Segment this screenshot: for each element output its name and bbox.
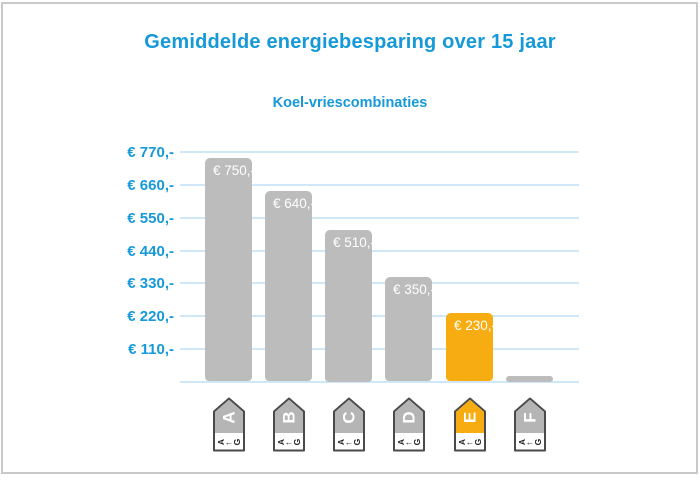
bar-e: € 230,-	[446, 313, 497, 381]
scale-arrow-glyph: ←	[284, 437, 293, 447]
gridline	[180, 282, 579, 284]
energy-class-letter: F	[520, 412, 539, 422]
gridline	[180, 217, 579, 219]
energy-class-letter: B	[279, 411, 298, 423]
scale-letter-glyph: A	[457, 439, 467, 445]
energy-label-icon-e: E A←G	[453, 397, 486, 452]
energy-class-letter: E	[460, 412, 479, 423]
bar-value-label: € 230,-	[454, 318, 497, 333]
y-tick-label: € 440,-	[127, 243, 174, 260]
y-tick-label: € 660,-	[127, 177, 174, 194]
scale-letter-glyph: G	[412, 438, 422, 445]
gridline	[180, 381, 579, 383]
scale-letter-glyph: G	[352, 438, 362, 445]
scale-letter-glyph: A	[216, 439, 226, 445]
bar-b: € 640,-	[265, 191, 316, 381]
energy-class-letter: D	[399, 411, 418, 423]
scale-letter-glyph: G	[533, 438, 543, 445]
energy-label-fill	[334, 399, 363, 433]
scale-letter-glyph: A	[517, 439, 527, 445]
gridline	[180, 250, 579, 252]
scale-arrow-glyph: ←	[344, 437, 353, 447]
bar-c: € 510,-	[325, 230, 376, 382]
energy-label-fill	[214, 399, 243, 433]
bar-value-label: € 510,-	[333, 235, 376, 250]
y-tick-label: € 770,-	[127, 144, 174, 161]
y-tick-label: € 330,-	[127, 275, 174, 292]
gridline	[180, 184, 579, 186]
scale-letter-glyph: A	[276, 439, 286, 445]
bar-d: € 350,-	[385, 277, 436, 381]
page-title: Gemiddelde energiebesparing over 15 jaar	[144, 31, 556, 53]
energy-label-icon-b: B A←G	[272, 397, 305, 452]
energy-class-letter: A	[219, 411, 238, 423]
energy-label-icon-f: F A←G	[513, 397, 546, 452]
energy-label-fill	[455, 399, 484, 433]
energy-class-letter: C	[339, 411, 358, 423]
bar-a: € 750,-	[205, 158, 256, 381]
energy-label-icon-a: AA←G	[212, 397, 245, 452]
bar-f	[506, 376, 553, 382]
energy-label-fill	[515, 399, 544, 433]
scale-letter-glyph: G	[292, 438, 302, 445]
scale-letter-glyph: A	[396, 439, 406, 445]
scale-arrow-glyph: ←	[525, 437, 534, 447]
energy-label-fill	[394, 399, 423, 433]
gridline	[180, 151, 579, 153]
y-tick-label: € 220,-	[127, 308, 174, 325]
scale-arrow-glyph: ←	[224, 437, 233, 447]
gridline	[180, 315, 579, 317]
energy-label-fill	[274, 399, 303, 433]
y-tick-label: € 110,-	[128, 341, 174, 358]
scale-letter-glyph: G	[232, 438, 242, 445]
gridline	[180, 348, 579, 350]
bar-value-label: € 350,-	[393, 282, 436, 297]
chart-subtitle: Koel-vriescombinaties	[272, 95, 428, 111]
scale-letter-glyph: G	[473, 438, 483, 445]
y-tick-label: € 550,-	[127, 210, 174, 227]
energy-label-icon-c: C A←G	[332, 397, 365, 452]
energy-label-icon-d: D A←G	[392, 397, 425, 452]
scale-arrow-glyph: ←	[465, 437, 474, 447]
bar-value-label: € 750,-	[213, 163, 256, 178]
scale-arrow-glyph: ←	[404, 437, 413, 447]
scale-letter-glyph: A	[336, 439, 346, 445]
bar-value-label: € 640,-	[273, 196, 316, 211]
